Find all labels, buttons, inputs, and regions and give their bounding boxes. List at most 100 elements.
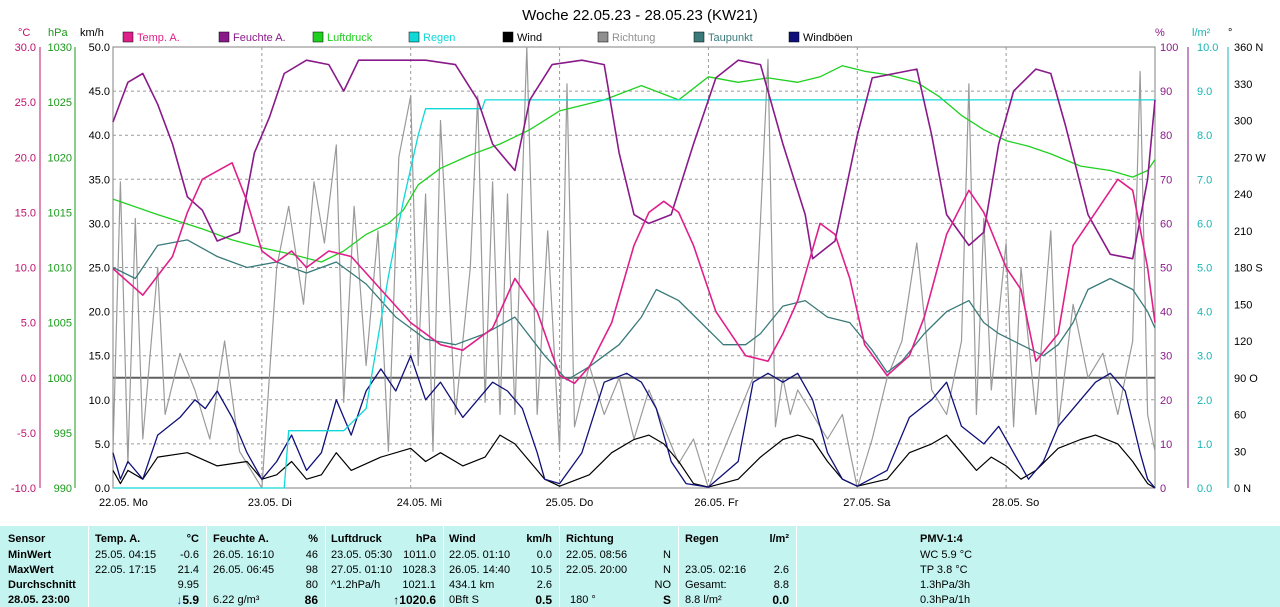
x-tick-label: 24.05. Mi bbox=[397, 497, 442, 509]
temp-tick-label: 15.0 bbox=[15, 207, 36, 219]
pressure-tick-label: 1010 bbox=[48, 263, 72, 275]
temp-unit: °C bbox=[186, 533, 199, 545]
gusts-series bbox=[112, 355, 1156, 489]
temp-tick-label: 25.0 bbox=[15, 97, 36, 109]
humidity-unit-label: % bbox=[1155, 27, 1165, 39]
humidity-min-value: 46 bbox=[305, 549, 318, 561]
humidity-tick-label: 90 bbox=[1160, 86, 1172, 98]
wind-tick-label: 20.0 bbox=[89, 307, 110, 319]
temp-max-value: 21.4 bbox=[177, 564, 199, 576]
temp-tick-label: 5.0 bbox=[21, 318, 36, 330]
wind-tick-label: 0.0 bbox=[95, 483, 110, 495]
legend-swatch bbox=[788, 31, 800, 43]
wind-tick-label: 15.0 bbox=[89, 351, 110, 363]
rain-max-time: 23.05. 02:16 bbox=[685, 564, 747, 576]
legend-label: Regen bbox=[423, 32, 455, 44]
legend-swatch bbox=[693, 31, 705, 43]
humidity-title: Feuchte A. bbox=[213, 533, 269, 545]
pressure-tick-label: 990 bbox=[54, 483, 72, 495]
humidity-tick-label: 10 bbox=[1160, 439, 1172, 451]
maxwert-label: MaxWert bbox=[8, 564, 54, 576]
pmv-pressure-1h: 0.3hPa/1h bbox=[920, 594, 971, 606]
direction-min-value: N bbox=[663, 549, 671, 561]
direction-tick-label: 120 bbox=[1234, 336, 1252, 348]
x-tick-label: 22.05. Mo bbox=[99, 497, 148, 509]
pressure-max-value: 1028.3 bbox=[402, 564, 436, 576]
direction-tick-label: 210 bbox=[1234, 226, 1252, 238]
rain-total-label: Gesamt: bbox=[685, 579, 727, 591]
rain-unit: l/m² bbox=[769, 533, 789, 545]
wind-tick-label: 40.0 bbox=[89, 130, 110, 142]
legend-layer: Temp. A. Feuchte A. Luftdruck Regen Wind Rich… bbox=[122, 31, 853, 44]
humidity-tick-label: 0 bbox=[1160, 483, 1166, 495]
stats-rain-column: Regen l/m² 23.05. 02:16 2.6 Gesamt: 8.8 8.8… bbox=[679, 526, 795, 607]
x-tick-label: 25.05. Do bbox=[546, 497, 594, 509]
sensor-header: Sensor bbox=[8, 533, 46, 545]
pressure-tick-label: 1020 bbox=[48, 152, 72, 164]
humidity-unit: % bbox=[308, 533, 318, 545]
pressure-max-time: 27.05. 01:10 bbox=[331, 564, 393, 576]
rain-tick-label: 3.0 bbox=[1197, 351, 1212, 363]
direction-tick-label: 30 bbox=[1234, 446, 1246, 458]
legend-swatch bbox=[218, 31, 230, 43]
rain-tick-label: 1.0 bbox=[1197, 439, 1212, 451]
temp-tick-label: 10.0 bbox=[15, 263, 36, 275]
direction-degrees: 180 ° bbox=[570, 594, 596, 606]
humidity-series bbox=[112, 59, 1156, 260]
humidity-current: 86 bbox=[304, 593, 318, 607]
humidity-average: 80 bbox=[305, 579, 318, 591]
temp-tick-label: 20.0 bbox=[15, 152, 36, 164]
rain-total: 8.8 bbox=[773, 579, 789, 591]
direction-min-time: 22.05. 08:56 bbox=[566, 549, 628, 561]
wind-current: 0.5 bbox=[535, 593, 552, 607]
humidity-tick-label: 80 bbox=[1160, 130, 1172, 142]
temp-title: Temp. A. bbox=[95, 533, 141, 545]
humidity-absolute: 6.22 g/m³ bbox=[213, 594, 260, 606]
series-layer bbox=[112, 46, 1156, 489]
temp-trend-arrow: ↓ bbox=[176, 593, 183, 607]
rain-tick-label: 7.0 bbox=[1197, 174, 1212, 186]
direction-tick-label: 270 W bbox=[1234, 152, 1266, 164]
direction-series bbox=[112, 46, 1156, 489]
rain-tick-label: 10.0 bbox=[1197, 42, 1218, 54]
temp-series bbox=[112, 162, 1156, 385]
rain-tick-label: 9.0 bbox=[1197, 86, 1212, 98]
direction-tick-label: 150 bbox=[1234, 299, 1252, 311]
pmv-windchill: WC 5.9 °C bbox=[920, 549, 973, 561]
wind-average: 2.6 bbox=[536, 579, 552, 591]
wind-tick-label: 45.0 bbox=[89, 86, 110, 98]
direction-title: Richtung bbox=[566, 533, 614, 545]
stats-wind-column: Wind km/h 22.05. 01:10 0.0 26.05. 14:40 10.… bbox=[444, 526, 558, 607]
plot-frame bbox=[112, 46, 1156, 489]
temp-min-value: -0.6 bbox=[180, 549, 199, 561]
pressure-tick-label: 1000 bbox=[48, 373, 72, 385]
rain-max-value: 2.6 bbox=[773, 564, 789, 576]
humidity-tick-label: 30 bbox=[1160, 351, 1172, 363]
wind-tick-label: 30.0 bbox=[89, 218, 110, 230]
temp-max-time: 22.05. 17:15 bbox=[95, 564, 157, 576]
humidity-max-value: 98 bbox=[305, 564, 318, 576]
wind-tick-label: 5.0 bbox=[95, 439, 110, 451]
direction-max-time: 22.05. 20:00 bbox=[566, 564, 628, 576]
x-tick-label: 23.05. Di bbox=[248, 497, 292, 509]
stats-table: Sensor MinWert MaxWert Durchschnitt 28.0… bbox=[0, 526, 1280, 607]
pressure-trend-arrow: ↑ bbox=[393, 593, 400, 607]
pressure-unit-label: hPa bbox=[48, 27, 68, 39]
wind-max-time: 26.05. 14:40 bbox=[449, 564, 511, 576]
wind-unit-label: km/h bbox=[80, 27, 104, 39]
rain-unit-label: l/m² bbox=[1192, 27, 1211, 39]
rain-series bbox=[113, 99, 1155, 489]
legend-swatch bbox=[597, 31, 609, 43]
legend-swatch bbox=[408, 31, 420, 43]
temp-current: 5.9 bbox=[182, 593, 199, 607]
wind-tick-label: 35.0 bbox=[89, 174, 110, 186]
wind-tick-label: 10.0 bbox=[89, 395, 110, 407]
direction-unit-label: ° bbox=[1228, 27, 1232, 39]
direction-tick-label: 240 bbox=[1234, 189, 1252, 201]
legend-label: Taupunkt bbox=[708, 32, 753, 44]
humidity-tick-label: 100 bbox=[1160, 42, 1178, 54]
legend-label: Wind bbox=[517, 32, 542, 44]
temp-min-time: 25.05. 04:15 bbox=[95, 549, 157, 561]
direction-average: NO bbox=[654, 579, 672, 591]
pressure-min-value: 1011.0 bbox=[403, 549, 436, 561]
